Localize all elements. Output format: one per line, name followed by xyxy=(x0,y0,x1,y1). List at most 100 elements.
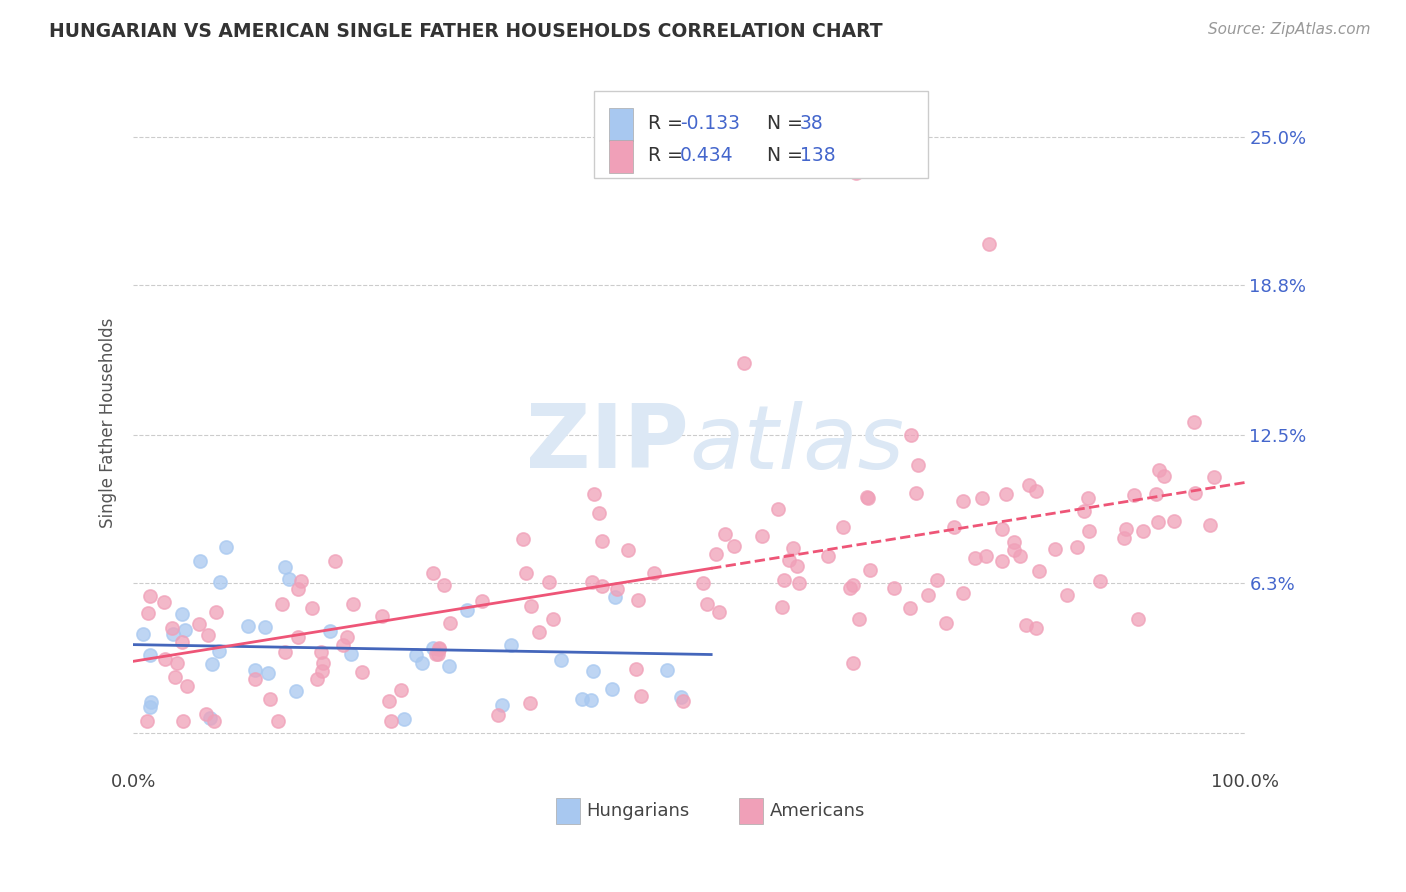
Point xyxy=(1088,574,1111,588)
Point xyxy=(1182,415,1205,429)
Point xyxy=(214,540,236,554)
Point xyxy=(734,356,756,370)
Point xyxy=(172,607,194,621)
Point xyxy=(714,527,737,541)
Text: -0.133: -0.133 xyxy=(681,113,740,133)
Point xyxy=(841,656,863,670)
Text: 138: 138 xyxy=(800,146,835,165)
Text: ZIP: ZIP xyxy=(526,401,689,487)
Point xyxy=(995,487,1018,501)
Point xyxy=(591,579,613,593)
Point xyxy=(591,534,613,549)
Point xyxy=(782,541,804,556)
Point xyxy=(963,550,986,565)
Point xyxy=(243,672,266,686)
Point xyxy=(768,502,790,516)
Point xyxy=(770,600,793,615)
Point xyxy=(603,590,626,604)
Point xyxy=(311,656,333,670)
Point xyxy=(883,581,905,595)
FancyBboxPatch shape xyxy=(555,797,581,824)
Point xyxy=(352,665,374,679)
Point xyxy=(704,547,727,561)
Point xyxy=(198,711,221,725)
Point xyxy=(267,714,290,728)
Point xyxy=(917,588,939,602)
Point xyxy=(991,554,1014,568)
Point xyxy=(1018,477,1040,491)
Text: Americans: Americans xyxy=(770,803,866,821)
Point xyxy=(165,670,187,684)
Point xyxy=(433,578,456,592)
Text: N =: N = xyxy=(766,146,808,165)
Point xyxy=(630,689,652,703)
Point xyxy=(172,714,194,728)
Point xyxy=(692,576,714,591)
Point xyxy=(845,166,868,180)
Point xyxy=(904,486,927,500)
Point xyxy=(427,641,450,656)
Point xyxy=(669,690,692,705)
Point xyxy=(342,598,364,612)
Point xyxy=(307,672,329,686)
Point xyxy=(571,691,593,706)
Point xyxy=(751,529,773,543)
Point xyxy=(839,581,862,595)
Text: N =: N = xyxy=(766,113,808,133)
Point xyxy=(287,582,309,597)
Point xyxy=(898,600,921,615)
Point xyxy=(624,663,647,677)
Point xyxy=(942,520,965,534)
Point xyxy=(311,664,333,678)
Point xyxy=(170,635,193,649)
Point xyxy=(166,656,188,670)
Point xyxy=(238,618,260,632)
Point xyxy=(422,641,444,656)
Point xyxy=(253,620,276,634)
Point xyxy=(657,663,679,677)
Point xyxy=(1204,470,1226,484)
Point xyxy=(671,694,693,708)
Point xyxy=(519,697,541,711)
Point xyxy=(606,582,628,597)
Point xyxy=(515,566,537,580)
Point xyxy=(1002,535,1025,549)
FancyBboxPatch shape xyxy=(740,797,763,824)
Point xyxy=(188,554,211,568)
Point xyxy=(332,638,354,652)
Text: R =: R = xyxy=(648,146,689,165)
Point xyxy=(581,664,603,678)
Point xyxy=(1149,463,1171,477)
Point xyxy=(162,627,184,641)
Point xyxy=(927,574,949,588)
FancyBboxPatch shape xyxy=(609,140,633,173)
Point xyxy=(842,577,865,591)
Point xyxy=(139,589,162,603)
Point xyxy=(537,574,560,589)
Point xyxy=(1008,549,1031,563)
Point xyxy=(519,599,541,613)
Point xyxy=(1184,486,1206,500)
Point xyxy=(1028,564,1050,578)
Point xyxy=(1199,518,1222,533)
Point xyxy=(1073,503,1095,517)
Point xyxy=(277,572,299,586)
Point xyxy=(135,714,157,728)
Point xyxy=(139,648,162,662)
Point xyxy=(856,490,879,504)
Point xyxy=(201,657,224,671)
Point xyxy=(1077,524,1099,538)
Point xyxy=(259,692,281,706)
Point xyxy=(1144,487,1167,501)
Point xyxy=(832,520,855,534)
Point xyxy=(817,549,839,563)
Point xyxy=(138,700,160,714)
Text: HUNGARIAN VS AMERICAN SINGLE FATHER HOUSEHOLDS CORRELATION CHART: HUNGARIAN VS AMERICAN SINGLE FATHER HOUS… xyxy=(49,22,883,41)
Point xyxy=(141,695,163,709)
Point xyxy=(616,542,638,557)
Point xyxy=(273,645,295,659)
Point xyxy=(425,647,447,661)
Point xyxy=(1115,522,1137,536)
FancyBboxPatch shape xyxy=(609,108,633,141)
Point xyxy=(208,644,231,658)
